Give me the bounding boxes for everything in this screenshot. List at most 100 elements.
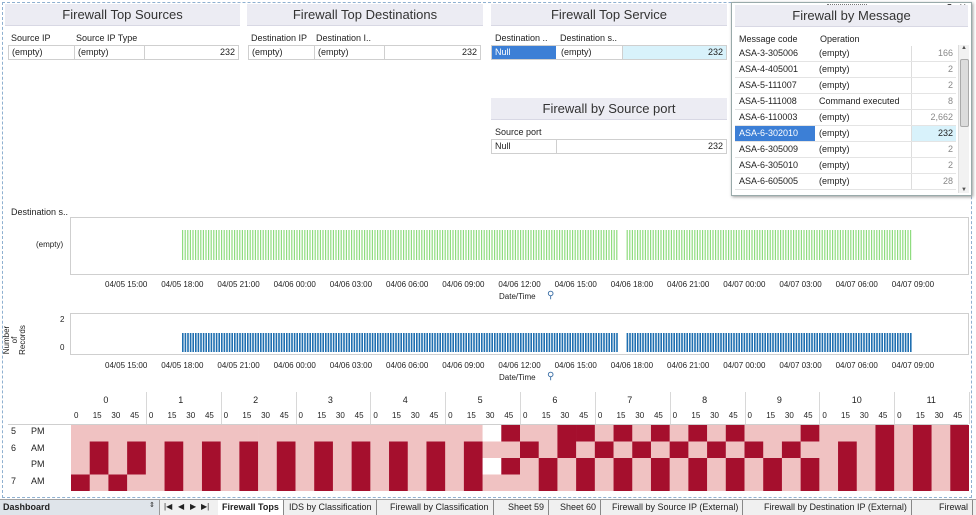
heatmap-cell[interactable] (538, 425, 558, 442)
heatmap-cell[interactable] (707, 441, 727, 459)
heatmap-cell[interactable] (856, 474, 876, 492)
heatmap-cell[interactable] (89, 425, 109, 442)
heatmap-cell[interactable] (912, 441, 932, 459)
heatmap-cell[interactable] (71, 425, 91, 442)
table-row[interactable]: Null 232 (491, 139, 727, 154)
heatmap-cell[interactable] (239, 474, 259, 492)
heatmap-cell[interactable] (89, 441, 109, 459)
list-item[interactable]: ASA-6-302010 (empty) 232 (735, 126, 956, 142)
heatmap-cell[interactable] (220, 441, 240, 459)
heatmap-cell[interactable] (931, 425, 951, 442)
heatmap-cell[interactable] (407, 474, 427, 492)
heatmap-cell[interactable] (108, 458, 128, 475)
heatmap-cell[interactable] (725, 474, 745, 492)
heatmap-cell[interactable] (669, 474, 689, 492)
heatmap-cell[interactable] (407, 425, 427, 442)
heatmap-cell[interactable] (183, 458, 203, 475)
heatmap-cell[interactable] (220, 458, 240, 475)
heatmap-cell[interactable] (557, 441, 577, 459)
link-icon[interactable]: ⚲ (547, 371, 555, 382)
heatmap-cell[interactable] (332, 474, 352, 492)
heatmap-cell[interactable] (744, 441, 764, 459)
heatmap-cell[interactable] (557, 425, 577, 442)
heatmap-cell[interactable] (707, 458, 727, 475)
list-item[interactable]: ASA-3-305006 (empty) 166 (735, 46, 956, 62)
heatmap-cell[interactable] (258, 474, 278, 492)
heatmap-cell[interactable] (875, 474, 895, 492)
sheet-tab[interactable]: Firewall by Classification (386, 500, 494, 515)
heatmap-cell[interactable] (127, 474, 147, 492)
heatmap-cell[interactable] (744, 474, 764, 492)
heatmap-cell[interactable] (426, 441, 446, 459)
heatmap-cell[interactable] (258, 458, 278, 475)
heatmap-cell[interactable] (145, 474, 165, 492)
heatmap-cell[interactable] (912, 474, 932, 492)
sheet-tab[interactable]: IDS by Classification (285, 500, 377, 515)
nav-first-icon[interactable]: |◀ (164, 502, 173, 511)
heatmap-cell[interactable] (856, 441, 876, 459)
heatmap-cell[interactable] (164, 441, 184, 459)
heatmap-cell[interactable] (201, 441, 221, 459)
heatmap-cell[interactable] (389, 474, 409, 492)
heatmap-cell[interactable] (445, 474, 465, 492)
heatmap-cell[interactable] (538, 474, 558, 492)
heatmap-cell[interactable] (127, 441, 147, 459)
heatmap-cell[interactable] (800, 474, 820, 492)
heatmap-cell[interactable] (931, 441, 951, 459)
column-header[interactable]: Destination .. (495, 33, 548, 43)
list-item[interactable]: ASA-6-305009 (empty) 2 (735, 142, 956, 158)
heatmap-cell[interactable] (389, 425, 409, 442)
sheet-tab[interactable]: Sheet 59 (504, 500, 550, 515)
heatmap-cell[interactable] (594, 458, 614, 475)
nav-next-icon[interactable]: ▶ (190, 502, 197, 511)
heatmap-cell[interactable] (931, 458, 951, 475)
heatmap-cell[interactable] (108, 441, 128, 459)
heatmap-cell[interactable] (819, 458, 839, 475)
heatmap-cell[interactable] (912, 458, 932, 475)
heatmap-cell[interactable] (239, 441, 259, 459)
heatmap-cell[interactable] (894, 441, 914, 459)
heatmap-cell[interactable] (295, 425, 315, 442)
heatmap-cell[interactable] (482, 441, 502, 459)
heatmap-cell[interactable] (763, 425, 783, 442)
heatmap-cell[interactable] (912, 425, 932, 442)
heatmap-cell[interactable] (445, 425, 465, 442)
heatmap-cell[interactable] (183, 441, 203, 459)
heatmap-cell[interactable] (389, 458, 409, 475)
list-item[interactable]: ASA-5-111007 (empty) 2 (735, 78, 956, 94)
heatmap-cell[interactable] (576, 474, 596, 492)
heatmap-cell[interactable] (164, 458, 184, 475)
nav-prev-icon[interactable]: ◀ (178, 502, 185, 511)
table-row[interactable]: (empty) (empty) 232 (8, 45, 239, 60)
heatmap-cell[interactable] (426, 458, 446, 475)
heatmap-cell[interactable] (781, 474, 801, 492)
heatmap-cell[interactable] (183, 425, 203, 442)
heatmap-cell[interactable] (332, 441, 352, 459)
list-item[interactable]: ASA-6-305010 (empty) 2 (735, 158, 956, 174)
heatmap-cell[interactable] (744, 425, 764, 442)
heatmap-cell[interactable] (239, 425, 259, 442)
heatmap-cell[interactable] (351, 441, 371, 459)
heatmap-cell[interactable] (707, 425, 727, 442)
heatmap-cell[interactable] (688, 474, 708, 492)
heatmap-cell[interactable] (725, 458, 745, 475)
heatmap-cell[interactable] (501, 425, 521, 442)
list-item[interactable]: ASA-4-405001 (empty) 2 (735, 62, 956, 78)
heatmap-cell[interactable] (220, 474, 240, 492)
heatmap-cell[interactable] (520, 474, 540, 492)
heatmap-cell[interactable] (819, 474, 839, 492)
heatmap-cell[interactable] (763, 441, 783, 459)
heatmap-cell[interactable] (800, 441, 820, 459)
heatmap-cell[interactable] (632, 441, 652, 459)
heatmap-cell[interactable] (931, 474, 951, 492)
heatmap-cell[interactable] (800, 425, 820, 442)
heatmap-cell[interactable] (856, 425, 876, 442)
heatmap-cell[interactable] (875, 441, 895, 459)
heatmap-cell[interactable] (781, 441, 801, 459)
column-header[interactable]: Destination s.. (560, 33, 618, 43)
heatmap-cell[interactable] (688, 425, 708, 442)
heatmap-cell[interactable] (145, 425, 165, 442)
sheet-tab[interactable]: Sheet 60 (556, 500, 602, 515)
nav-last-icon[interactable]: ▶| (201, 502, 210, 511)
heatmap-cell[interactable] (445, 441, 465, 459)
